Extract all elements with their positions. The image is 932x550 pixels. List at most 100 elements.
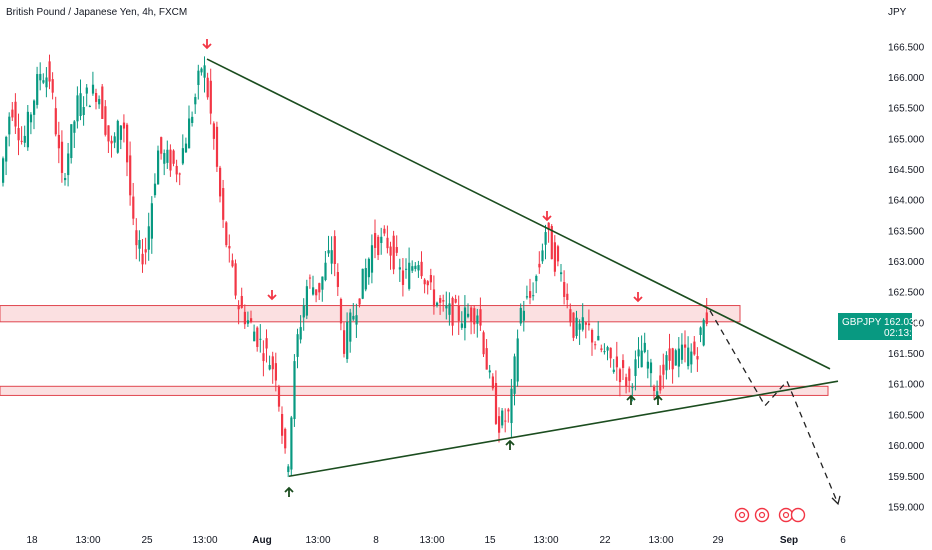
candle-body bbox=[346, 321, 349, 360]
candle-body bbox=[563, 282, 566, 297]
candle-body bbox=[256, 327, 259, 347]
candle-body bbox=[463, 307, 467, 329]
candle-body bbox=[277, 386, 281, 407]
candle-body bbox=[532, 295, 535, 297]
x-tick-label: 13:00 bbox=[419, 535, 444, 546]
candle-body bbox=[544, 232, 547, 245]
candle-body bbox=[591, 329, 594, 343]
candle-body bbox=[646, 361, 649, 369]
candle-body bbox=[405, 268, 408, 270]
chart-title: British Pound / Japanese Yen, 4h, FXCM bbox=[6, 7, 188, 18]
candle-body bbox=[519, 307, 522, 324]
candle-body bbox=[429, 275, 432, 283]
projection-arrowhead bbox=[831, 495, 841, 506]
candle-body bbox=[454, 298, 457, 303]
candle-body bbox=[240, 295, 243, 308]
candle-body bbox=[197, 70, 200, 86]
candle-body bbox=[522, 310, 525, 321]
candle-body bbox=[395, 247, 398, 253]
x-tick-label: 8 bbox=[373, 535, 379, 546]
candle-body bbox=[321, 276, 324, 290]
candle-body bbox=[436, 302, 439, 306]
candle-body bbox=[73, 121, 76, 133]
candle-body bbox=[33, 100, 36, 115]
currency-label: JPY bbox=[888, 7, 907, 18]
price-label-value: 162.031 bbox=[884, 317, 921, 328]
candle-body bbox=[349, 312, 352, 342]
candle-body bbox=[556, 246, 560, 262]
candle-body bbox=[578, 323, 581, 330]
candle-body bbox=[79, 93, 82, 117]
candle-body bbox=[457, 305, 460, 321]
current-price-label: GBPJPY 162.031 02:13:28 bbox=[838, 313, 923, 340]
candle-body bbox=[668, 348, 671, 361]
candle-body bbox=[88, 106, 91, 108]
event-icon-inner bbox=[738, 511, 746, 519]
candle-body bbox=[414, 265, 417, 270]
candle-body bbox=[525, 296, 529, 298]
candle-body bbox=[417, 265, 420, 271]
candle-body bbox=[541, 250, 544, 262]
candle-body bbox=[529, 291, 532, 298]
candle-body bbox=[64, 178, 67, 181]
candle-body bbox=[138, 240, 141, 249]
candle-body bbox=[219, 167, 222, 197]
candle-body bbox=[82, 107, 85, 116]
candle-body bbox=[696, 356, 699, 360]
x-tick-label: Aug bbox=[252, 535, 271, 546]
candle-body bbox=[684, 344, 687, 348]
projection-path bbox=[709, 310, 839, 505]
up-arrow-marker bbox=[653, 394, 663, 405]
candle-body bbox=[662, 364, 665, 375]
candle-body bbox=[451, 297, 454, 326]
candle-body bbox=[237, 305, 240, 310]
down-arrow-marker bbox=[267, 290, 277, 301]
candle-body bbox=[302, 305, 305, 318]
candle-body bbox=[5, 136, 8, 162]
candle-body bbox=[553, 242, 556, 272]
candle-body bbox=[680, 344, 684, 360]
candle-body bbox=[119, 125, 122, 140]
candle-body bbox=[200, 68, 203, 73]
candle-body bbox=[8, 116, 11, 135]
candle-body bbox=[473, 308, 476, 325]
event-icon-inner bbox=[782, 511, 790, 519]
candle-body bbox=[432, 289, 436, 307]
candle-body bbox=[470, 307, 473, 322]
candle-body bbox=[597, 335, 600, 341]
candle-body bbox=[246, 320, 250, 324]
candle-body bbox=[336, 272, 339, 287]
candle-body bbox=[206, 77, 209, 98]
candle-body bbox=[150, 203, 153, 239]
candle-body bbox=[178, 173, 181, 175]
candle-body bbox=[485, 348, 488, 370]
y-tick-label: 162.500 bbox=[888, 288, 925, 299]
candle-body bbox=[181, 148, 184, 164]
candle-body bbox=[615, 356, 618, 368]
candle-body bbox=[163, 153, 166, 164]
candle-body bbox=[212, 123, 215, 139]
candle-body bbox=[312, 287, 315, 295]
y-tick-label: 166.500 bbox=[888, 42, 925, 53]
candle-body bbox=[265, 338, 268, 349]
candle-body bbox=[423, 279, 426, 285]
up-arrow-marker bbox=[626, 394, 636, 405]
candle-body bbox=[42, 80, 45, 83]
candle-body bbox=[618, 369, 622, 383]
x-tick-label: 29 bbox=[712, 535, 724, 546]
y-tick-label: 159.000 bbox=[888, 502, 925, 513]
candle-body bbox=[76, 95, 79, 122]
candle-body bbox=[693, 341, 696, 355]
candle-body bbox=[442, 300, 445, 302]
x-tick-label: 22 bbox=[599, 535, 611, 546]
candle-body bbox=[364, 268, 367, 290]
candle-body bbox=[144, 249, 147, 253]
candle-body bbox=[674, 350, 677, 366]
candle-body bbox=[501, 410, 504, 426]
candle-body bbox=[491, 376, 494, 389]
candle-body bbox=[494, 383, 498, 424]
candle-body bbox=[581, 317, 584, 330]
candle-body bbox=[659, 375, 662, 391]
candle-body bbox=[305, 286, 308, 316]
x-tick-label: 13:00 bbox=[75, 535, 100, 546]
